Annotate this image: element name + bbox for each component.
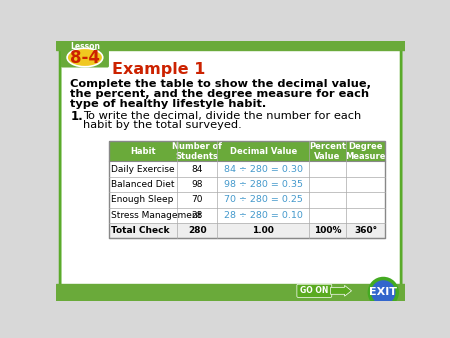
Text: Balanced Diet: Balanced Diet xyxy=(111,180,175,189)
Text: Stress Management: Stress Management xyxy=(111,211,202,220)
Bar xyxy=(109,141,385,162)
Bar xyxy=(109,208,385,223)
FancyBboxPatch shape xyxy=(61,39,109,68)
Text: 360°: 360° xyxy=(354,226,377,235)
Text: 1.: 1. xyxy=(70,110,83,122)
Text: EXIT: EXIT xyxy=(369,287,397,297)
Text: 70: 70 xyxy=(192,195,203,204)
Text: 1.00: 1.00 xyxy=(252,226,274,235)
Text: 8-4: 8-4 xyxy=(70,48,100,67)
Text: habit by the total surveyed.: habit by the total surveyed. xyxy=(83,120,241,130)
Text: 100%: 100% xyxy=(314,226,341,235)
Bar xyxy=(109,223,385,238)
FancyArrow shape xyxy=(331,285,351,296)
Bar xyxy=(56,41,405,50)
Bar xyxy=(109,177,385,192)
Text: Total Check: Total Check xyxy=(111,226,170,235)
Text: the percent, and the degree measure for each: the percent, and the degree measure for … xyxy=(70,89,369,99)
Text: Percent
Value: Percent Value xyxy=(309,142,346,161)
Text: Daily Exercise: Daily Exercise xyxy=(111,165,175,174)
FancyBboxPatch shape xyxy=(297,284,332,297)
Text: 84 ÷ 280 = 0.30: 84 ÷ 280 = 0.30 xyxy=(224,165,303,174)
Text: GO ON: GO ON xyxy=(300,286,328,295)
Ellipse shape xyxy=(67,48,103,67)
Text: Complete the table to show the decimal value,: Complete the table to show the decimal v… xyxy=(70,79,371,89)
Text: Degree
Measure: Degree Measure xyxy=(345,142,386,161)
Text: To write the decimal, divide the number for each: To write the decimal, divide the number … xyxy=(83,111,361,121)
Bar xyxy=(56,284,405,301)
Text: Decimal Value: Decimal Value xyxy=(230,147,297,156)
Text: 28 ÷ 280 = 0.10: 28 ÷ 280 = 0.10 xyxy=(224,211,302,220)
Bar xyxy=(109,192,385,208)
Text: 70 ÷ 280 = 0.25: 70 ÷ 280 = 0.25 xyxy=(224,195,302,204)
Text: 28: 28 xyxy=(192,211,203,220)
Text: type of healthy lifestyle habit.: type of healthy lifestyle habit. xyxy=(70,99,266,109)
Text: 84: 84 xyxy=(192,165,203,174)
Text: Example 1: Example 1 xyxy=(112,62,205,77)
Bar xyxy=(109,162,385,177)
Text: 280: 280 xyxy=(188,226,207,235)
Text: Habit: Habit xyxy=(130,147,156,156)
Bar xyxy=(109,141,385,238)
FancyBboxPatch shape xyxy=(60,48,401,286)
Text: Lesson: Lesson xyxy=(70,42,100,51)
Text: 98 ÷ 280 = 0.35: 98 ÷ 280 = 0.35 xyxy=(224,180,303,189)
Text: Number of
Students: Number of Students xyxy=(172,142,222,161)
Text: Enough Sleep: Enough Sleep xyxy=(111,195,174,204)
Text: 98: 98 xyxy=(192,180,203,189)
Circle shape xyxy=(369,279,397,306)
